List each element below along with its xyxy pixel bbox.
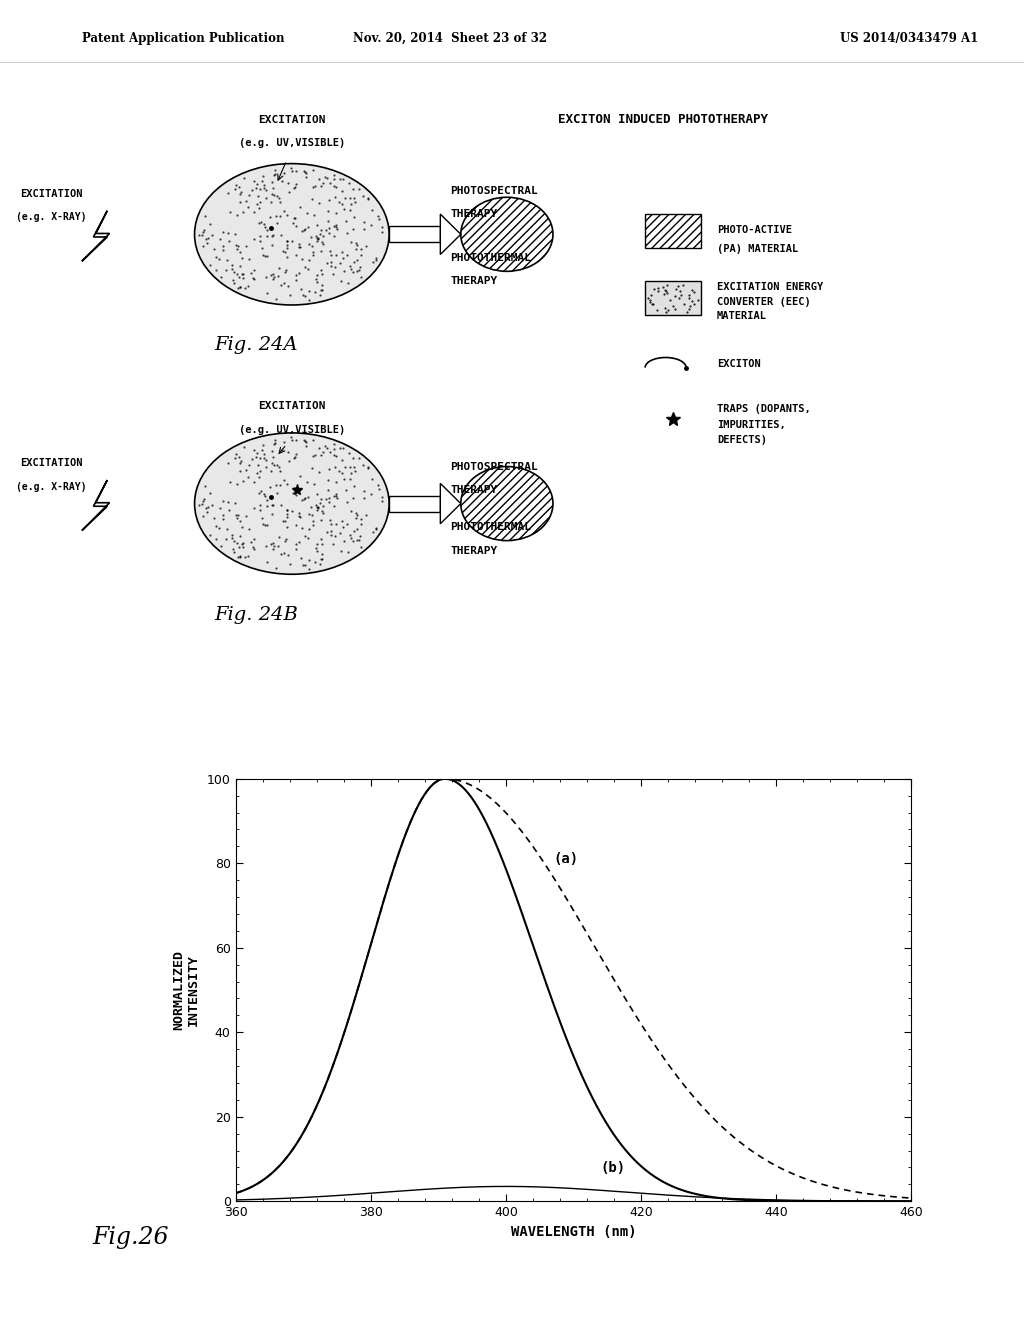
Text: MATERIAL: MATERIAL: [717, 312, 767, 322]
Text: (b): (b): [600, 1160, 626, 1175]
Polygon shape: [82, 211, 110, 261]
Ellipse shape: [461, 466, 553, 541]
Text: EXCITON INDUCED PHOTOTHERAPY: EXCITON INDUCED PHOTOTHERAPY: [558, 114, 768, 127]
Text: EXCITATION: EXCITATION: [258, 401, 326, 411]
Text: IMPURITIES,: IMPURITIES,: [717, 420, 785, 430]
Bar: [389, 226, 440, 243]
Ellipse shape: [195, 433, 389, 574]
Polygon shape: [82, 480, 110, 531]
Text: EXCITATION: EXCITATION: [19, 458, 83, 469]
Bar: [645, 281, 701, 315]
Text: Patent Application Publication: Patent Application Publication: [82, 32, 285, 45]
X-axis label: WAVELENGTH (nm): WAVELENGTH (nm): [511, 1225, 636, 1238]
Text: US 2014/0343479 A1: US 2014/0343479 A1: [840, 32, 978, 45]
Text: EXCITATION: EXCITATION: [258, 115, 326, 125]
Text: Fig.26: Fig.26: [92, 1226, 169, 1249]
Text: PHOTOTHERMAL: PHOTOTHERMAL: [451, 253, 531, 263]
Text: THERAPY: THERAPY: [451, 209, 498, 219]
Text: EXCITATION ENERGY: EXCITATION ENERGY: [717, 281, 823, 292]
Text: Nov. 20, 2014  Sheet 23 of 32: Nov. 20, 2014 Sheet 23 of 32: [353, 32, 548, 45]
Text: (a): (a): [553, 853, 579, 866]
Text: THERAPY: THERAPY: [451, 276, 498, 286]
Text: DEFECTS): DEFECTS): [717, 436, 767, 445]
Text: Fig. 24A: Fig. 24A: [214, 337, 298, 354]
Ellipse shape: [195, 164, 389, 305]
Text: EXCITON: EXCITON: [717, 359, 761, 368]
Text: PHOTOTHERMAL: PHOTOTHERMAL: [451, 523, 531, 532]
Text: Fig. 24B: Fig. 24B: [214, 606, 298, 623]
Text: PHOTO-ACTIVE: PHOTO-ACTIVE: [717, 224, 792, 235]
Text: THERAPY: THERAPY: [451, 486, 498, 495]
Text: EXCITATION: EXCITATION: [19, 189, 83, 199]
Text: (e.g. X-RAY): (e.g. X-RAY): [16, 482, 86, 492]
Bar: [389, 495, 440, 512]
Y-axis label: NORMALIZED
INTENSITY: NORMALIZED INTENSITY: [172, 950, 200, 1030]
Text: THERAPY: THERAPY: [451, 545, 498, 556]
Text: (PA) MATERIAL: (PA) MATERIAL: [717, 244, 798, 255]
Text: PHOTOSPECTRAL: PHOTOSPECTRAL: [451, 186, 539, 195]
Text: PHOTOSPECTRAL: PHOTOSPECTRAL: [451, 462, 539, 471]
Text: TRAPS (DOPANTS,: TRAPS (DOPANTS,: [717, 404, 811, 414]
Text: (e.g. X-RAY): (e.g. X-RAY): [16, 213, 86, 223]
Polygon shape: [440, 483, 461, 524]
Polygon shape: [440, 214, 461, 255]
Bar: [645, 214, 701, 248]
Text: (e.g. UV,VISIBLE): (e.g. UV,VISIBLE): [239, 425, 345, 434]
Text: (e.g. UV,VISIBLE): (e.g. UV,VISIBLE): [239, 139, 345, 148]
Text: CONVERTER (EEC): CONVERTER (EEC): [717, 297, 811, 306]
Ellipse shape: [461, 197, 553, 272]
